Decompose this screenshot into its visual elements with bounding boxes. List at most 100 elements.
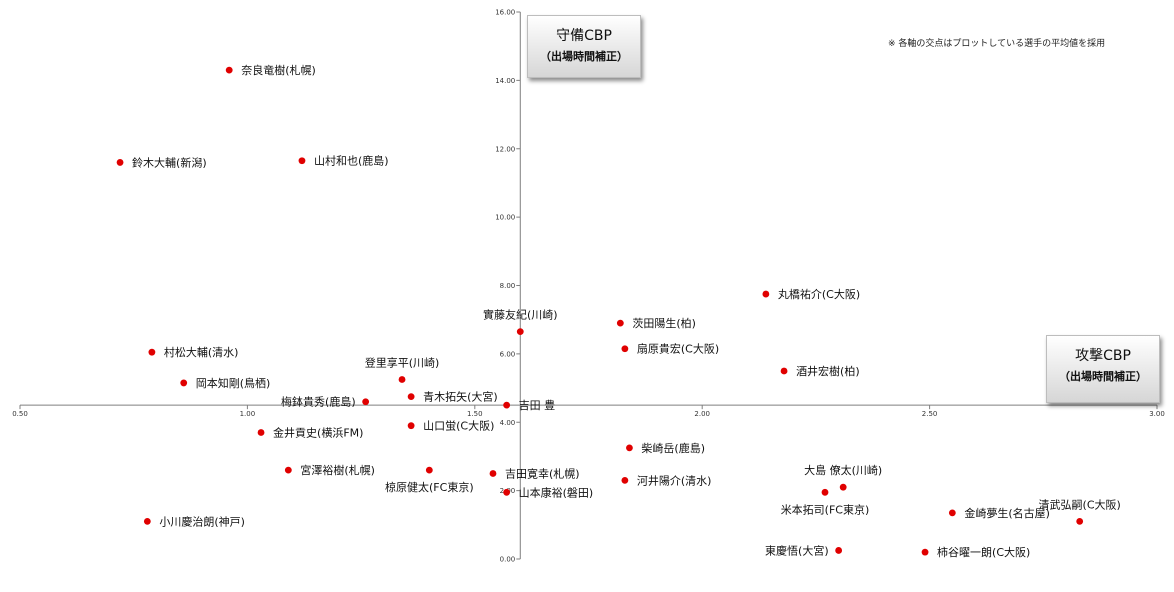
point-label: 丸橋祐介(C大阪)	[778, 287, 860, 301]
point-marker	[503, 488, 511, 496]
data-point: 吉田 豊	[503, 399, 555, 412]
data-points: 奈良竜樹(札幌) 鈴木大輔(新潟) 山村和也(鹿島) 丸橋祐介(C大阪) 實藤友紀(川崎…	[116, 63, 1121, 559]
point-marker	[116, 159, 124, 166]
y-tick-label: 14.00	[495, 77, 515, 85]
data-point: 茨田陽生(柏)	[616, 316, 696, 330]
data-point: 椋原健太(FC東京)	[385, 466, 474, 494]
point-label: 鈴木大輔(新潟)	[132, 155, 207, 169]
data-point: 青木拓矢(大宮)	[407, 390, 498, 404]
x-tick-label: 2.00	[694, 410, 710, 418]
point-label: 柴崎岳(鹿島)	[641, 441, 705, 455]
point-label: 河井陽介(清水)	[637, 473, 712, 487]
data-point: 奈良竜樹(札幌)	[225, 63, 316, 77]
data-point: 東慶悟(大宮)	[765, 543, 843, 557]
point-marker	[257, 429, 265, 436]
point-label: 東慶悟(大宮)	[765, 543, 829, 557]
point-label: 扇原貴宏(C大阪)	[637, 342, 719, 356]
x-tick-label: 2.50	[922, 410, 938, 418]
point-label: 梅鉢貴秀(鹿島)	[281, 395, 356, 409]
y-tick-label: 8.00	[500, 282, 516, 290]
point-label: 山村和也(鹿島)	[314, 154, 389, 168]
point-label: 茨田陽生(柏)	[632, 316, 696, 330]
y-tick-label: 16.00	[495, 9, 515, 17]
axes	[19, 11, 1158, 560]
data-point: 丸橋祐介(C大阪)	[762, 287, 860, 301]
data-point: 小川慶治朗(神戸)	[143, 514, 245, 528]
point-label: 宮澤裕樹(札幌)	[300, 463, 375, 477]
data-point: 酒井宏樹(柏)	[780, 364, 860, 378]
point-label: 米本拓司(FC東京)	[781, 502, 870, 516]
data-point: 大島 僚太(川崎)	[804, 463, 882, 491]
point-marker	[225, 66, 233, 74]
y-axis-title: 守備CBP	[556, 28, 612, 44]
point-label: 山本康裕(磐田)	[519, 485, 594, 499]
point-marker	[616, 319, 624, 327]
point-label: 村松大輔(清水)	[164, 345, 239, 359]
x-axis-title-box: 攻撃CBP （出場時間補正）	[1046, 335, 1160, 403]
point-marker	[407, 393, 415, 401]
point-label: 吉田 豊	[519, 399, 556, 412]
data-point: 宮澤裕樹(札幌)	[284, 463, 375, 477]
point-marker	[143, 517, 151, 525]
data-point: 柿谷曜一朗(C大阪)	[921, 545, 1030, 559]
point-label: 清武弘嗣(C大阪)	[1039, 497, 1121, 511]
x-axis-subtitle: （出場時間補正）	[1059, 370, 1147, 383]
data-point: 山本康裕(磐田)	[503, 485, 593, 499]
data-point: 扇原貴宏(C大阪)	[621, 342, 719, 356]
point-marker	[839, 483, 847, 491]
point-label: 椋原健太(FC東京)	[385, 480, 474, 494]
point-label: 山口蛍(C大阪)	[423, 419, 494, 433]
x-tick-label: 1.00	[240, 410, 256, 418]
point-label: 小川慶治朗(神戸)	[159, 514, 245, 528]
data-point: 吉田寛幸(札幌)	[489, 467, 580, 481]
y-tick-label: 4.00	[500, 419, 516, 427]
point-label: 吉田寛幸(札幌)	[505, 467, 580, 481]
point-marker	[516, 328, 524, 336]
point-marker	[1076, 517, 1084, 525]
point-label: 實藤友紀(川崎)	[483, 308, 558, 322]
data-point: 山口蛍(C大阪)	[407, 419, 494, 433]
data-point: 岡本知剛(鳥栖)	[180, 376, 270, 390]
point-label: 柿谷曜一朗(C大阪)	[937, 545, 1030, 559]
x-tick-label: 1.50	[467, 410, 483, 418]
x-axis-title: 攻撃CBP	[1075, 348, 1131, 364]
point-marker	[921, 548, 929, 556]
data-point: 鈴木大輔(新潟)	[116, 155, 207, 169]
y-axis-subtitle: （出場時間補正）	[540, 50, 628, 63]
point-label: 登里享平(川崎)	[365, 356, 440, 370]
tick-labels: 0.501.001.502.002.503.000.002.004.006.00…	[12, 9, 1165, 564]
data-point: 柴崎岳(鹿島)	[626, 441, 705, 455]
axis-note: ※ 各軸の交点はプロットしている選手の平均値を採用	[888, 39, 1106, 49]
point-marker	[835, 547, 843, 554]
data-point: 米本拓司(FC東京)	[781, 488, 870, 516]
y-axis-title-box: 守備CBP （出場時間補正）	[527, 15, 641, 78]
data-point: 金井貢史(横浜FM)	[257, 426, 363, 440]
point-label: 青木拓矢(大宮)	[423, 390, 498, 404]
y-tick-label: 10.00	[495, 214, 515, 222]
point-label: 大島 僚太(川崎)	[804, 463, 882, 477]
data-point: 村松大輔(清水)	[148, 345, 238, 359]
data-point: 金崎夢生(名古屋)	[948, 506, 1050, 520]
data-point: 河井陽介(清水)	[621, 473, 711, 487]
data-point: 清武弘嗣(C大阪)	[1039, 497, 1121, 525]
point-marker	[180, 379, 188, 387]
point-marker	[398, 376, 406, 383]
data-point: 山村和也(鹿島)	[298, 154, 389, 168]
point-marker	[148, 348, 156, 356]
point-marker	[780, 367, 788, 375]
point-marker	[284, 466, 292, 474]
point-label: 酒井宏樹(柏)	[796, 364, 860, 378]
y-tick-label: 12.00	[495, 145, 515, 153]
x-tick-label: 0.50	[12, 410, 28, 418]
point-marker	[362, 398, 370, 406]
point-marker	[821, 488, 829, 496]
point-label: 奈良竜樹(札幌)	[241, 63, 316, 77]
point-marker	[621, 476, 629, 484]
data-point: 實藤友紀(川崎)	[483, 308, 558, 336]
point-marker	[425, 466, 433, 474]
point-marker	[489, 470, 497, 477]
data-point: 登里享平(川崎)	[365, 356, 440, 383]
point-marker	[503, 401, 511, 409]
point-label: 岡本知剛(鳥栖)	[196, 376, 271, 390]
